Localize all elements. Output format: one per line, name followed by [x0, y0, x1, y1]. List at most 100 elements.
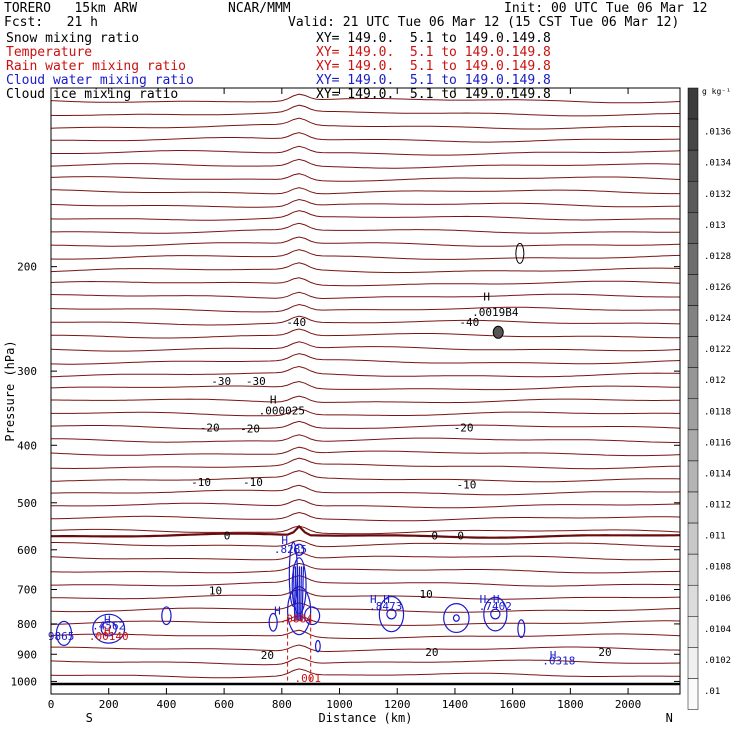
isotherm-line [50, 420, 681, 430]
field-xy-cloud-water: XY= 149.0. 5.1 to 149.0.149.8 [316, 73, 551, 88]
field-annotation: .8473 [369, 600, 402, 613]
colorbar-tick-label: .013 [704, 221, 726, 231]
field-annotation: H H [370, 593, 390, 606]
y-tick-label: 600 [17, 544, 37, 557]
x-tick-label: 2000 [615, 698, 642, 711]
field-annotation: .0019B4 [472, 306, 519, 319]
x-tick-label: 1600 [499, 698, 526, 711]
cloud-water-contour [268, 612, 278, 632]
x-tick-label: 600 [214, 698, 234, 711]
contour-label-layer: -40 -40 -30 -30 -20 -20 -20 -10 -10 -10 0 0 0 10 10 20 2… [48, 290, 612, 685]
isotherm-line [51, 222, 680, 234]
isotherm-line [50, 657, 681, 666]
x-tick-label: 1800 [557, 698, 584, 711]
field-annotation: H [104, 624, 111, 637]
colorbar-tick-label: .0124 [704, 314, 731, 324]
x-tick-label: 200 [99, 698, 119, 711]
field-name-snow: Snow mixing ratio [6, 31, 140, 46]
isotherm-line [51, 408, 680, 417]
colorbar-cell [687, 367, 699, 400]
cloud-water-contour [293, 543, 305, 556]
y-tick-label: 400 [17, 439, 37, 452]
field-annotation: .7402 [479, 600, 512, 613]
colorbar-tick-label: .0118 [704, 407, 731, 417]
isotherm-line [50, 525, 681, 535]
isotherm-line [51, 187, 680, 195]
isotherm-label: -20 [454, 421, 474, 434]
isotherm-line [50, 668, 681, 679]
colorbar-cell [687, 212, 699, 244]
isotherm-label: -10 [457, 479, 477, 492]
isotherm-label: -30 [211, 375, 231, 388]
colorbar-cell [687, 243, 699, 275]
colorbar-cell [687, 584, 699, 617]
x-axis-label: Distance (km) [319, 711, 413, 725]
field-name-rain: Rain water mixing ratio [6, 59, 187, 74]
isotherm-line [50, 210, 681, 221]
isotherm-line [50, 93, 681, 104]
cloud-water-contour [517, 619, 526, 639]
cloud-water-column [299, 566, 303, 621]
y-axis-label: Pressure (hPa) [3, 340, 17, 441]
field-annotation: 9865 [48, 630, 75, 643]
isotherm-line [50, 602, 681, 613]
field-xy-snow: XY= 149.0. 5.1 to 149.0.149.8 [316, 31, 551, 46]
isotherm-label: 20 [425, 646, 438, 659]
isotherm-line [50, 365, 681, 378]
isotherm-line [50, 511, 681, 522]
forecast-hour: Fcst: 21 h [4, 15, 98, 30]
colorbar-cell [687, 553, 699, 586]
isotherm-line [50, 484, 681, 496]
field-xy-temperature: XY= 149.0. 5.1 to 149.0.149.8 [316, 45, 551, 60]
colorbar-tick-label: .011 [704, 532, 726, 542]
isotherm-line [50, 277, 681, 287]
isotherm-line [50, 262, 681, 274]
cloud-water-contour [490, 608, 501, 620]
cloud-water-contour [378, 595, 405, 633]
model-title: TORERO 15km ARW [4, 1, 138, 16]
cloud-water-contour [452, 614, 460, 622]
colorbar-tick-label: .0102 [704, 656, 731, 666]
isotherm-label: -40 [459, 316, 479, 329]
isotherm-line [50, 562, 681, 574]
cloud-water-column [294, 566, 297, 621]
x-tick-label: 0 [48, 698, 55, 711]
isotherm-line [50, 380, 680, 391]
field-annotation: .001 [295, 672, 322, 685]
colorbar-tick-label: .0132 [704, 190, 731, 200]
colorbar-cell [687, 336, 699, 368]
colorbar-cell [687, 274, 699, 306]
x-tick-label: 400 [156, 698, 176, 711]
x-tick-label: 1400 [442, 698, 469, 711]
isotherm-label: -30 [246, 375, 266, 388]
isotherm-label: -10 [243, 476, 263, 489]
isotherm-line [50, 552, 681, 561]
isotherm-line [50, 104, 680, 117]
field-name-temperature: Temperature [6, 45, 93, 60]
cloud-water-column [292, 566, 296, 621]
isotherm-line [51, 145, 681, 156]
isotherm-line [50, 457, 681, 470]
colorbar-tick-label: .0126 [704, 283, 731, 293]
x-tick-label: 800 [272, 698, 292, 711]
field-annotation: H [104, 613, 111, 626]
isotherm-line [51, 644, 681, 653]
colorbar-cell [687, 180, 699, 213]
isotherm-label: 10 [209, 585, 222, 598]
colorbar-cell [687, 460, 699, 493]
isotherm-line [50, 446, 681, 457]
south-endpoint-label: S [86, 711, 93, 725]
cloud-water-contour [55, 620, 73, 647]
zero-isotherm [51, 524, 681, 539]
isotherm-line [50, 470, 681, 483]
isotherm-line [50, 353, 681, 365]
isotherm-line [51, 328, 681, 339]
colorbar-tick-label: .0104 [704, 625, 731, 635]
colorbar-cell [687, 616, 699, 648]
isotherm-line [51, 315, 681, 326]
field-annotation: .4562 [92, 620, 125, 633]
isotherm-label: -20 [240, 423, 260, 436]
field-annotation: .8285 [274, 543, 307, 556]
